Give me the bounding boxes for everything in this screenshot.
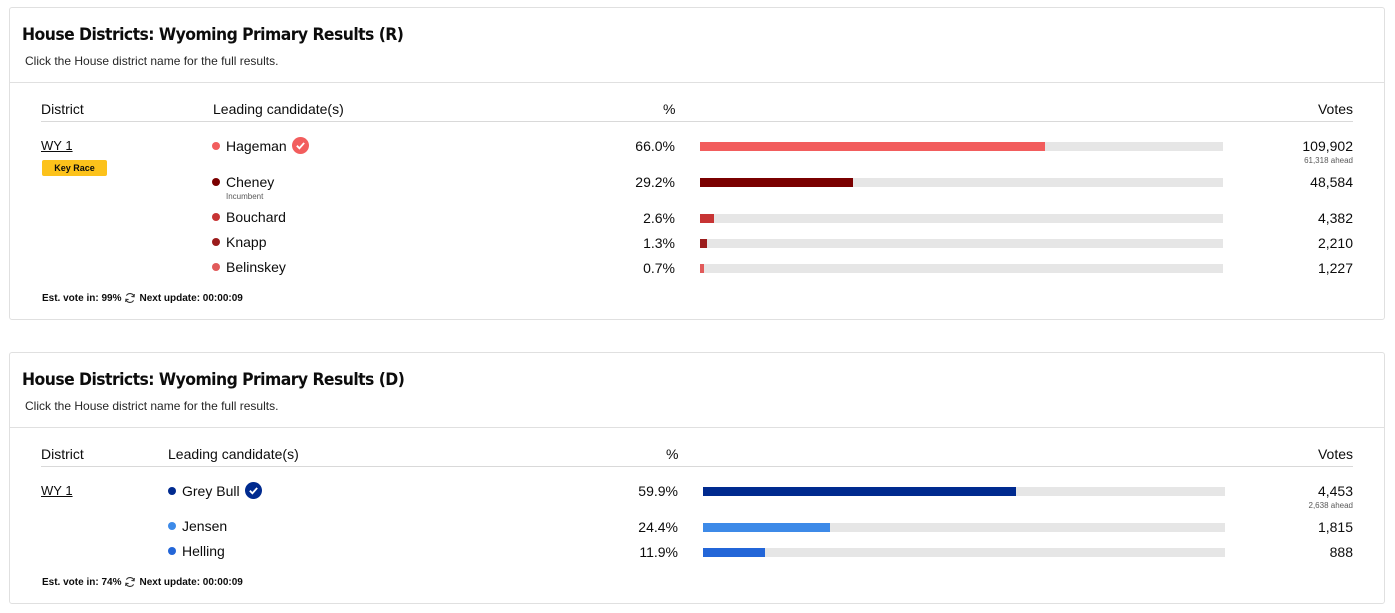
- candidate-pct: 66.0%: [635, 138, 675, 154]
- candidate-pct: 1.3%: [643, 235, 675, 251]
- est-vote-in: Est. vote in: 74%: [42, 576, 122, 588]
- candidate-pct: 0.7%: [643, 260, 675, 276]
- card-title: House Districts: Wyoming Primary Results…: [22, 25, 404, 45]
- votes-ahead: 61,318 ahead: [1304, 156, 1353, 165]
- candidate-votes: 109,902: [1302, 138, 1353, 154]
- card-header: House Districts: Wyoming Primary Results…: [10, 8, 1384, 83]
- candidate-name: Grey Bull: [182, 482, 240, 499]
- vote-bar-track: [700, 239, 1223, 248]
- candidate-name: Helling: [182, 543, 225, 559]
- vote-bar-track: [703, 548, 1225, 557]
- next-update: Next update: 00:00:09: [139, 292, 243, 304]
- candidate-votes: 4,382: [1317, 210, 1353, 226]
- incumbent-label: Incumbent: [226, 192, 264, 201]
- card-subtitle: Click the House district name for the fu…: [25, 54, 279, 68]
- vote-bar-fill: [703, 523, 831, 532]
- party-dot: [212, 263, 220, 271]
- header-divider: [41, 121, 1353, 122]
- column-header-candidate: Leading candidate(s): [168, 446, 299, 462]
- candidate-votes: 1,227: [1317, 260, 1353, 276]
- results-footer: Est. vote in: 99% Next update: 00:00:09: [42, 292, 243, 304]
- vote-bar-fill: [700, 264, 704, 273]
- candidate-votes: 888: [1329, 544, 1353, 560]
- party-dot: [212, 178, 220, 186]
- vote-bar-track: [700, 214, 1223, 223]
- column-header-votes: Votes: [1317, 101, 1353, 117]
- party-dot: [212, 213, 220, 221]
- column-header-candidate: Leading candidate(s): [213, 101, 344, 117]
- district-link-wy1[interactable]: WY 1: [41, 138, 73, 153]
- candidate-pct: 29.2%: [635, 174, 675, 190]
- refresh-icon: [125, 293, 136, 303]
- party-dot: [168, 522, 176, 530]
- candidate-bouchard: Bouchard: [212, 209, 286, 225]
- vote-bar-fill: [703, 548, 766, 557]
- vote-bar-fill: [700, 214, 714, 223]
- candidate-name: Knapp: [226, 234, 267, 250]
- candidate-pct: 2.6%: [643, 210, 675, 226]
- candidate-name: Bouchard: [226, 209, 286, 225]
- candidate-helling: Helling: [168, 543, 225, 559]
- party-dot: [168, 486, 176, 495]
- vote-bar-track: [700, 178, 1223, 187]
- column-header-district: District: [41, 446, 84, 462]
- vote-bar-track: [700, 264, 1223, 273]
- candidate-name: Hageman: [226, 137, 287, 154]
- next-update: Next update: 00:00:09: [139, 576, 243, 588]
- candidate-votes: 48,584: [1310, 174, 1353, 190]
- results-footer: Est. vote in: 74% Next update: 00:00:09: [42, 576, 243, 588]
- vote-bar-track: [700, 142, 1223, 151]
- candidate-grey-bull: Grey Bull: [168, 482, 262, 499]
- refresh-icon: [125, 577, 136, 587]
- results-card-democratic: House Districts: Wyoming Primary Results…: [9, 352, 1385, 604]
- vote-bar-fill: [703, 487, 1016, 496]
- candidate-votes: 1,815: [1317, 519, 1353, 535]
- candidate-votes: 2,210: [1317, 235, 1353, 251]
- column-header-votes: Votes: [1317, 446, 1353, 462]
- vote-bar-fill: [700, 178, 853, 187]
- party-dot: [168, 547, 176, 555]
- winner-check-icon: [291, 137, 309, 154]
- party-dot: [212, 238, 220, 246]
- key-race-badge: Key Race: [42, 160, 107, 176]
- candidate-belinskey: Belinskey: [212, 259, 286, 275]
- candidate-pct: 11.9%: [639, 544, 678, 560]
- candidate-name: Jensen: [182, 518, 228, 534]
- candidate-name: Cheney: [226, 174, 275, 190]
- candidate-hageman: Hageman: [212, 137, 309, 154]
- candidate-name: Belinskey: [226, 259, 286, 275]
- est-vote-in: Est. vote in: 99%: [42, 292, 122, 304]
- vote-bar-track: [703, 523, 1225, 532]
- card-header: House Districts: Wyoming Primary Results…: [10, 353, 1384, 428]
- candidate-jensen: Jensen: [168, 518, 227, 534]
- results-card-republican: House Districts: Wyoming Primary Results…: [9, 7, 1385, 320]
- card-subtitle: Click the House district name for the fu…: [25, 399, 279, 413]
- candidate-pct: 59.9%: [638, 483, 678, 499]
- vote-bar-fill: [700, 239, 707, 248]
- candidate-knapp: Knapp: [212, 234, 266, 250]
- vote-bar-fill: [700, 142, 1046, 151]
- card-title: House Districts: Wyoming Primary Results…: [22, 370, 405, 390]
- vote-bar-track: [703, 487, 1225, 496]
- district-link-wy1[interactable]: WY 1: [41, 483, 73, 498]
- candidate-pct: 24.4%: [638, 519, 678, 535]
- winner-check-icon: [244, 482, 262, 499]
- party-dot: [212, 141, 220, 150]
- header-divider: [41, 466, 1353, 467]
- column-header-district: District: [41, 101, 84, 117]
- candidate-cheney: Cheney: [212, 174, 274, 190]
- candidate-votes: 4,453: [1317, 483, 1353, 499]
- votes-ahead: 2,638 ahead: [1308, 501, 1354, 510]
- column-header-pct: %: [666, 446, 679, 462]
- column-header-pct: %: [663, 101, 676, 117]
